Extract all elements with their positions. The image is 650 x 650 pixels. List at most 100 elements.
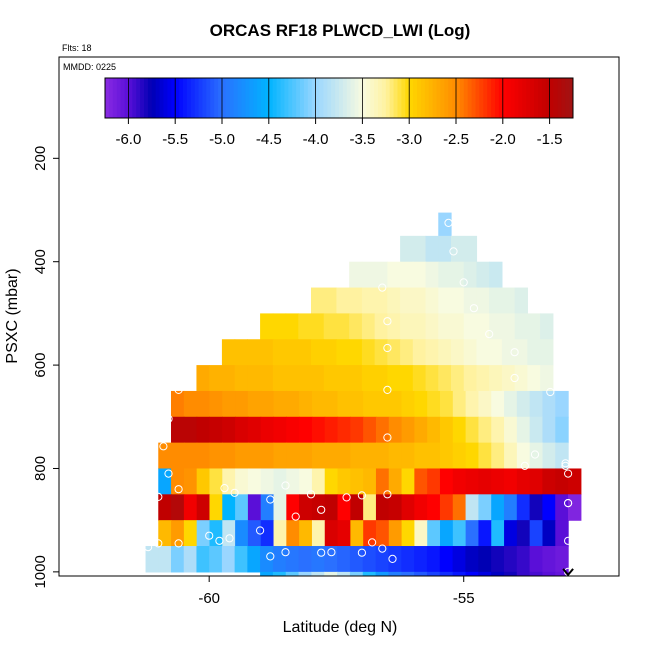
- heatmap-cell: [388, 520, 403, 547]
- sample-point: [164, 469, 173, 478]
- heatmap-cell: [400, 313, 414, 340]
- heatmap-cell: [425, 313, 439, 340]
- colorbar-swatch: [151, 78, 157, 118]
- heatmap-cell: [540, 365, 554, 392]
- heatmap-cell: [427, 390, 441, 418]
- heatmap-cell: [374, 365, 388, 392]
- heatmap-cell: [503, 571, 518, 576]
- sample-point: [449, 247, 458, 256]
- heatmap-cell: [388, 494, 403, 521]
- sample-point: [306, 490, 316, 499]
- colorbar-swatch: [483, 78, 488, 118]
- colorbar-swatch: [183, 78, 188, 118]
- sample-point: [378, 544, 387, 553]
- heatmap-cell: [555, 520, 569, 547]
- colorbar-swatch: [487, 78, 492, 118]
- heatmap-cell: [311, 442, 326, 470]
- sample-point: [564, 469, 573, 478]
- heatmap-cell: [529, 390, 544, 418]
- heatmap-cell: [414, 494, 428, 521]
- heatmap-cell: [438, 261, 452, 289]
- heatmap-cell: [298, 339, 312, 366]
- heatmap-cell: [336, 287, 350, 314]
- heatmap-cell: [299, 390, 313, 418]
- heatmap-cell: [260, 442, 275, 470]
- heatmap-cell: [501, 339, 516, 366]
- colorbar-swatch: [335, 78, 340, 118]
- heatmap-cell: [503, 546, 518, 573]
- heatmap-cell: [323, 313, 338, 340]
- heatmap-cell: [451, 339, 465, 366]
- colorbar-swatch: [144, 78, 149, 118]
- heatmap-cell: [465, 468, 479, 495]
- heatmap-cell: [247, 442, 262, 470]
- colorbar-swatch: [401, 78, 406, 118]
- heatmap-cell: [285, 571, 300, 576]
- heatmap-cell: [374, 313, 388, 340]
- colorbar-swatch: [506, 78, 512, 118]
- heatmap-cell: [489, 287, 503, 314]
- colorbar-swatch: [108, 78, 114, 118]
- heatmap-cell: [324, 571, 338, 576]
- heatmap-cell: [542, 442, 556, 470]
- heatmap-cell: [363, 390, 377, 418]
- y-tick-label: 1000: [32, 555, 49, 588]
- colorbar-swatch: [389, 78, 395, 118]
- heatmap-cell: [501, 365, 516, 392]
- heatmap-cell: [222, 494, 236, 521]
- heatmap-cell: [235, 468, 249, 495]
- heatmap-cell: [476, 313, 490, 340]
- colorbar-swatch: [514, 78, 519, 118]
- heatmap-cell: [145, 546, 159, 573]
- heatmap-cell: [222, 520, 236, 547]
- colorbar-swatch: [397, 78, 402, 118]
- sample-point: [174, 485, 183, 494]
- sample-point: [564, 536, 573, 545]
- heatmap-cell: [183, 468, 198, 495]
- heatmap-cell: [362, 571, 377, 576]
- heatmap-cell: [298, 546, 313, 573]
- sample-point: [220, 484, 229, 493]
- heatmap-cell: [349, 287, 363, 314]
- heatmap-cell: [401, 494, 415, 521]
- heatmap-cell: [247, 339, 261, 366]
- heatmap-cell: [171, 494, 185, 521]
- colorbar-swatch: [471, 78, 476, 118]
- colorbar-swatch: [327, 78, 332, 118]
- heatmap-cell: [234, 546, 248, 573]
- heatmap-cell: [529, 494, 543, 521]
- heatmap-cell: [196, 468, 211, 495]
- heatmap-cell: [273, 416, 287, 444]
- heatmap-cell: [374, 287, 388, 314]
- heatmap-cell: [183, 494, 198, 521]
- heatmap-cell: [375, 442, 390, 470]
- heatmap-cell: [452, 494, 467, 521]
- heatmap-cell: [350, 468, 364, 495]
- sample-point: [383, 343, 392, 353]
- heatmap-cell: [387, 261, 401, 289]
- heatmap-cell: [387, 287, 401, 314]
- colorbar-swatch: [116, 78, 122, 118]
- heatmap-cell: [451, 235, 465, 263]
- colorbar-swatch: [280, 78, 285, 118]
- colorbar-swatch: [502, 78, 508, 118]
- colorbar-swatch: [417, 78, 422, 118]
- heatmap-cell: [491, 546, 505, 573]
- colorbar-swatch: [381, 78, 387, 118]
- heatmap-cell: [234, 339, 248, 366]
- heatmap-cell: [272, 339, 287, 366]
- heatmap-cell: [425, 235, 439, 263]
- heatmap-cell: [426, 571, 441, 576]
- colorbar-swatch: [300, 78, 305, 118]
- colorbar-swatch: [413, 78, 418, 118]
- colorbar-swatch: [350, 78, 356, 118]
- heatmap-cell: [196, 416, 211, 444]
- heatmap-cell: [273, 494, 287, 521]
- plot-area: -60 -55 200 400 600 800 1000: [32, 56, 620, 607]
- heatmap-cell: [272, 365, 287, 392]
- heatmap-cell: [361, 365, 376, 392]
- heatmap-cell: [540, 339, 554, 366]
- heatmap-cell: [412, 235, 427, 263]
- heatmap-cell: [349, 313, 363, 340]
- sample-point: [144, 543, 153, 552]
